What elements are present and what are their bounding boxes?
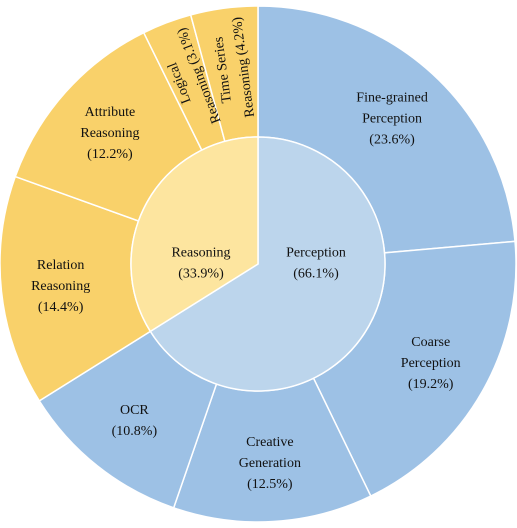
slice-reasoning	[130, 136, 259, 333]
label-coarse-perception: Coarse Perception (19.2%)	[401, 335, 461, 392]
segment-labels: Fine-grained Perception (23.6%) Coarse Perce…	[31, 16, 461, 492]
label-fine-grained-perception: Fine-grained Perception (23.6%)	[356, 91, 428, 148]
label-relation-reasoning: Relation Reasoning (14.4%)	[31, 258, 90, 315]
label-attribute-reasoning: Attribute Reasoning (12.2%)	[80, 105, 139, 162]
label-perception: Perception (66.1%)	[286, 246, 346, 282]
outer-ring	[0, 5, 517, 523]
label-ocr: OCR (10.8%)	[112, 403, 158, 439]
label-creative-generation: Creative Generation (12.5%)	[239, 435, 301, 492]
inner-ring	[130, 136, 386, 392]
slice-perception	[149, 136, 386, 392]
label-reasoning: Reasoning (33.9%)	[171, 246, 230, 282]
